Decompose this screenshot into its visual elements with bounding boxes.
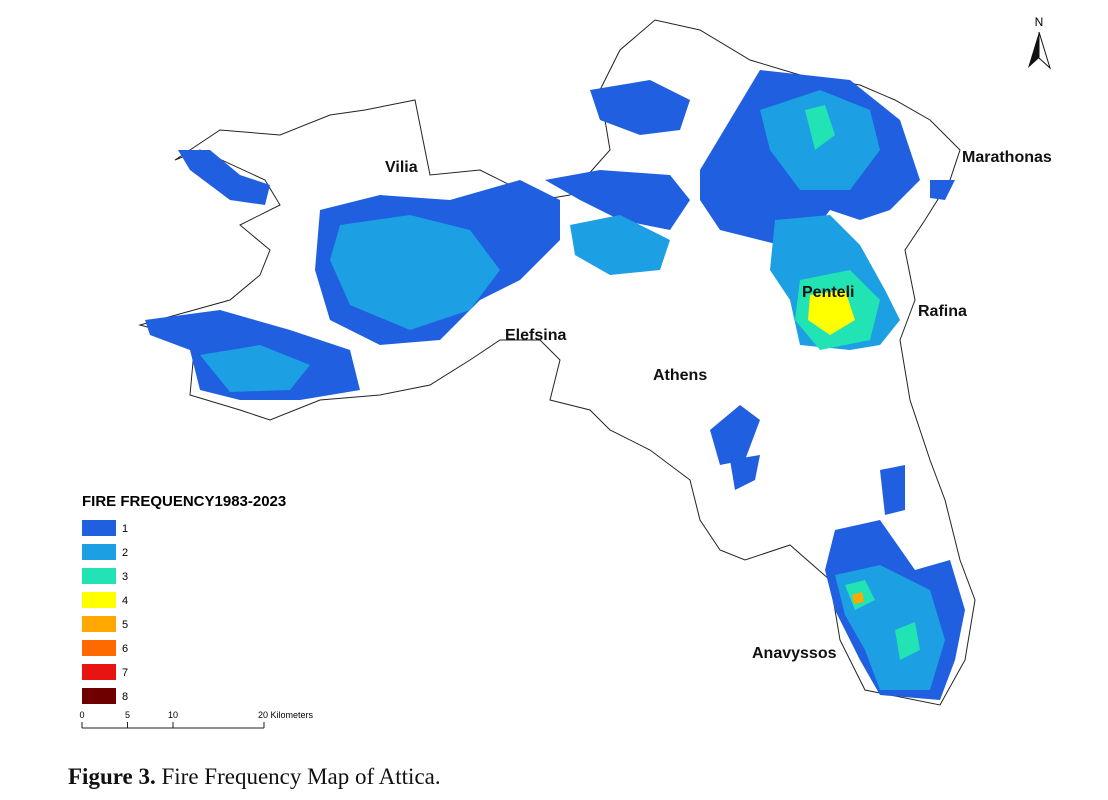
fire-area [178, 150, 270, 205]
fire-area [852, 592, 864, 604]
fire-area [880, 465, 905, 515]
place-label: Vilia [385, 159, 418, 176]
fire-area [710, 405, 760, 465]
scale-label: 10 [168, 710, 178, 720]
fire-area [730, 455, 760, 490]
fire-area [545, 170, 690, 230]
legend-label: 4 [122, 595, 128, 607]
place-label: Elefsina [505, 327, 566, 344]
fire-area [200, 345, 310, 392]
legend-swatch [82, 544, 116, 560]
fire-area [590, 80, 690, 135]
legend-swatch [82, 688, 116, 704]
legend-swatch [82, 568, 116, 584]
legend-label: 2 [122, 547, 128, 559]
scale-label: 5 [125, 710, 130, 720]
legend-swatch [82, 664, 116, 680]
legend-label: 3 [122, 571, 128, 583]
fire-area [895, 622, 920, 660]
place-label: Anavyssos [752, 645, 837, 662]
map: Vilia Marathonas Penteli Rafina Elefsina… [79, 15, 1052, 729]
north-label: N [1035, 15, 1044, 29]
legend-label: 1 [122, 523, 128, 535]
north-arrow [1028, 32, 1039, 68]
place-label: Marathonas [962, 149, 1052, 166]
legend-swatch [82, 592, 116, 608]
legend-label: 8 [122, 691, 128, 703]
legend-swatch [82, 520, 116, 536]
figure-caption: Figure 3. Fire Frequency Map of Attica. [68, 764, 441, 790]
caption-label: Figure 3. [68, 764, 156, 789]
scale-bar: 0 5 10 20 Kilometers [79, 710, 314, 729]
place-label: Rafina [918, 303, 967, 320]
legend-swatch [82, 640, 116, 656]
fire-area [330, 215, 500, 330]
legend-title: FIRE FREQUENCY1983-2023 [82, 493, 286, 510]
fire-area [805, 105, 835, 150]
legend-swatch [82, 616, 116, 632]
place-label: Athens [653, 367, 707, 384]
fire-area [930, 180, 955, 200]
legend-label: 7 [122, 667, 128, 679]
fire-area [808, 290, 855, 335]
fire-areas [145, 70, 965, 700]
north-arrow [1038, 31, 1052, 70]
legend-label: 5 [122, 619, 128, 631]
legend-label: 6 [122, 643, 128, 655]
scale-label: 20 Kilometers [258, 710, 314, 720]
legend: 1 2 3 4 5 6 7 8 [82, 520, 128, 704]
fire-area [570, 215, 670, 275]
scale-label: 0 [79, 710, 84, 720]
caption-text: Fire Frequency Map of Attica. [161, 764, 441, 789]
place-label: Penteli [802, 284, 854, 301]
